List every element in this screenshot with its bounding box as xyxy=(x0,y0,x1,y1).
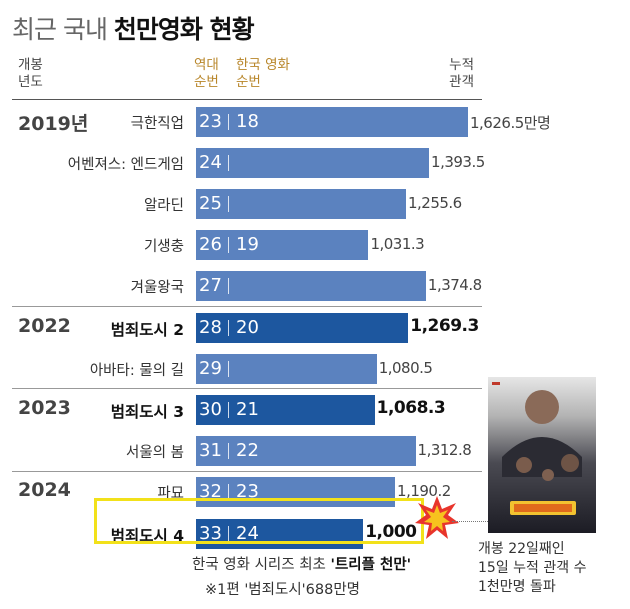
burst-icon xyxy=(415,496,459,539)
bar: 30 21 xyxy=(196,395,375,425)
year-separator xyxy=(12,470,482,472)
footer-line1-text: 한국 영화 시리즈 최초 xyxy=(192,557,331,573)
rank-all: 25 xyxy=(199,193,222,214)
rank-all: 27 xyxy=(199,275,222,297)
title-bold: 천만영화 현황 xyxy=(113,15,255,44)
rank-kr: 19 xyxy=(236,234,259,256)
rank-divider xyxy=(228,154,229,171)
header-kr-rank: 한국 영화 순번 xyxy=(236,57,290,91)
header-total-line2: 관객 xyxy=(449,74,474,90)
rank-all: 29 xyxy=(199,357,222,379)
footer-line1-bold: '트리플 천만' xyxy=(330,557,412,573)
rank-divider xyxy=(228,443,229,460)
rank-all: 26 xyxy=(199,234,222,256)
movie-label: 범죄도시 4 xyxy=(110,526,184,545)
header-year: 개봉 년도 xyxy=(18,57,43,91)
bar: 26 19 xyxy=(196,230,369,261)
rank-divider xyxy=(228,360,229,377)
header-all-rank-line1: 역대 xyxy=(194,57,219,73)
header-total-line1: 누적 xyxy=(449,57,474,73)
movie-label: 어벤져스: 엔드게임 xyxy=(67,156,184,173)
rank-kr: 22 xyxy=(236,440,259,462)
movie-label: 아바타: 물의 길 xyxy=(89,362,184,379)
rank-divider xyxy=(228,402,229,418)
movie-label: 알라딘 xyxy=(143,198,184,214)
rank-all: 28 xyxy=(199,316,222,338)
footer-line2: ※1편 '범죄도시'688만명 xyxy=(205,582,361,598)
header-kr-rank-line2: 순번 xyxy=(236,74,261,90)
rank-all: 31 xyxy=(199,440,222,462)
year-separator xyxy=(12,388,482,390)
rank-divider xyxy=(228,196,229,212)
header-all-rank: 역대 순번 xyxy=(194,57,219,91)
value-label: 1,190.2 xyxy=(397,482,451,501)
footer-line1: 한국 영화 시리즈 최초 '트리플 천만' xyxy=(192,553,411,574)
bar: 27 xyxy=(196,271,426,302)
header-year-line2: 년도 xyxy=(18,74,43,90)
bar: 28 20 xyxy=(196,312,409,343)
year-label: 2023 xyxy=(18,397,71,419)
rank-all: 30 xyxy=(199,399,222,420)
movie-label: 극한직업 xyxy=(130,115,184,132)
rank-all: 24 xyxy=(199,151,222,173)
rank-kr: 20 xyxy=(236,316,259,338)
rank-divider xyxy=(228,278,229,295)
bar: 24 xyxy=(196,147,430,178)
movie-label: 범죄도시 3 xyxy=(110,403,184,421)
value-label: 1,031.3 xyxy=(370,235,425,254)
movie-label: 범죄도시 2 xyxy=(110,320,184,339)
value-label: 1,269.3 xyxy=(410,315,479,336)
bar: 23 18 xyxy=(196,106,468,137)
header-kr-rank-line1: 한국 영화 xyxy=(236,57,290,73)
rank-divider xyxy=(228,525,229,542)
poster-illustration xyxy=(492,382,582,515)
bar: 25 xyxy=(196,189,406,219)
movie-label: 서울의 봄 xyxy=(126,445,184,462)
rank-divider xyxy=(228,113,229,130)
movie-label: 기생충 xyxy=(143,239,184,256)
poster-caption-line1: 개봉 22일째인 xyxy=(478,541,565,557)
value-label: 1,312.8 xyxy=(417,441,472,460)
value-label: 1,255.6 xyxy=(407,194,462,212)
rank-all: 23 xyxy=(199,110,222,132)
movie-poster-image xyxy=(488,377,596,533)
chart-title: 최근 국내 천만영화 현황 xyxy=(12,10,255,46)
title-light: 최근 국내 xyxy=(12,15,108,44)
poster-caption-line3: 1천만명 돌파 xyxy=(478,579,556,595)
rank-kr: 21 xyxy=(236,399,259,420)
header-year-line1: 개봉 xyxy=(18,57,43,73)
poster-caption-line2: 15일 누적 관객 수 xyxy=(478,560,587,576)
bar: 31 22 xyxy=(196,436,416,467)
year-separator xyxy=(12,306,482,307)
bar: 29 xyxy=(196,353,377,384)
value-label: 1,068.3 xyxy=(376,398,446,418)
rank-divider xyxy=(228,319,229,336)
value-label: 1,080.5 xyxy=(378,358,433,377)
value-label: 1,393.5 xyxy=(431,152,485,171)
header-rule xyxy=(12,99,482,100)
value-label: 1,374.8 xyxy=(427,276,482,295)
rank-all: 32 xyxy=(199,481,222,503)
movie-label: 겨울왕국 xyxy=(130,280,184,297)
year-label: 2024 xyxy=(18,479,71,502)
value-label: 1,626.5만명 xyxy=(470,113,551,132)
rank-all: 33 xyxy=(199,522,222,544)
year-label: 2022 xyxy=(18,314,71,337)
rank-divider xyxy=(228,484,229,501)
value-label: 1,000 xyxy=(365,521,417,542)
poster-caption: 개봉 22일째인 15일 누적 관객 수 1천만명 돌파 xyxy=(478,540,586,597)
header-total: 누적 관객 xyxy=(420,57,474,91)
rank-kr: 24 xyxy=(236,522,259,544)
rank-kr: 18 xyxy=(236,110,259,132)
header-all-rank-line2: 순번 xyxy=(194,74,219,90)
bar: 32 23 xyxy=(196,477,396,508)
rank-kr: 23 xyxy=(236,481,259,503)
highlight-box xyxy=(94,498,424,544)
callout-leader xyxy=(452,521,488,522)
rank-divider xyxy=(228,237,229,254)
year-label: 2019년 xyxy=(18,112,89,135)
